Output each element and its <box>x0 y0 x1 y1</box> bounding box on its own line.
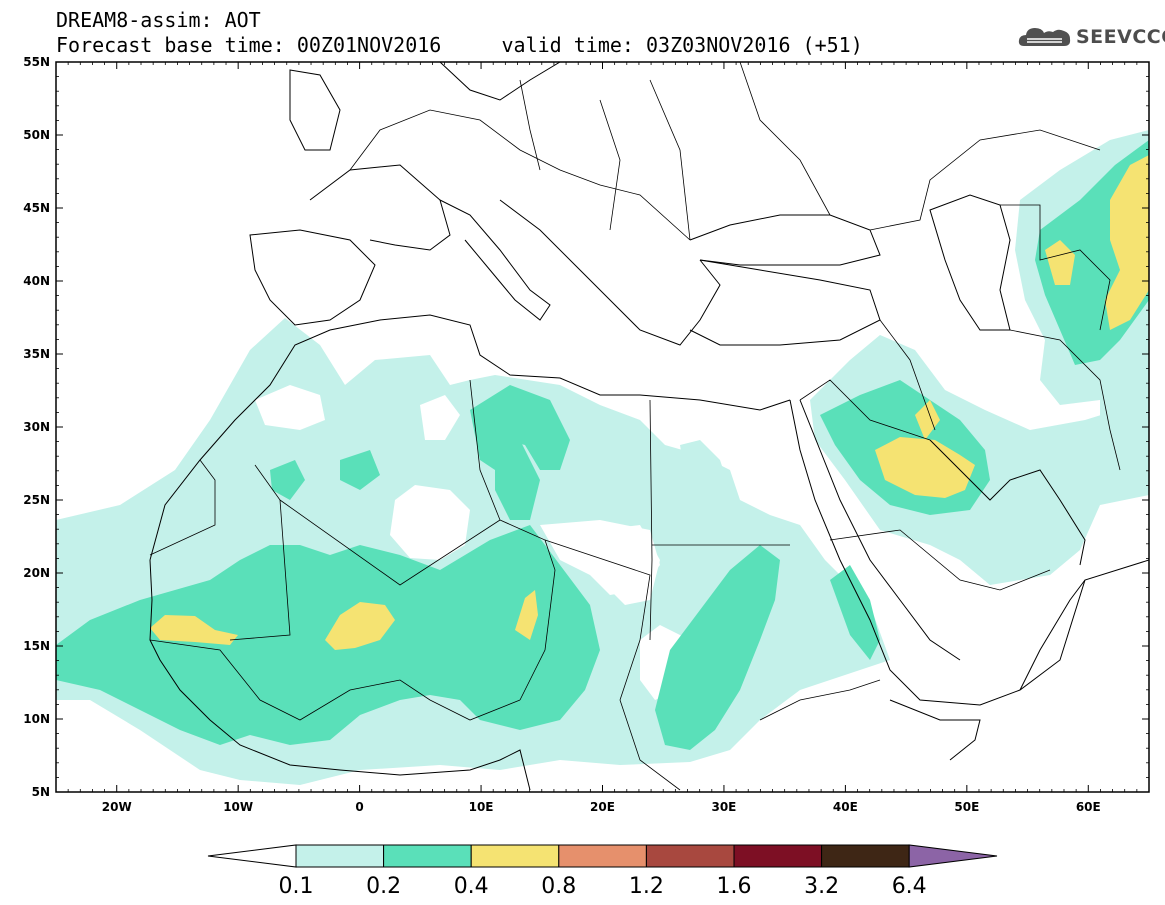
lat-label: 15N <box>23 639 50 653</box>
border-europe-2 <box>520 80 690 240</box>
lat-label: 50N <box>23 128 50 142</box>
lat-label: 45N <box>23 201 50 215</box>
colorbar-swatch <box>559 845 647 867</box>
colorbar-arrow-high <box>909 845 997 867</box>
colorbar-label: 0.1 <box>279 874 314 899</box>
lat-label: 30N <box>23 420 50 434</box>
lat-label: 25N <box>23 493 50 507</box>
lat-label: 10N <box>23 712 50 726</box>
colorbar-label: 1.6 <box>717 874 752 899</box>
colorbar-label: 0.2 <box>366 874 401 899</box>
lat-label: 40N <box>23 274 50 288</box>
colorbar-arrow-low <box>208 845 296 867</box>
coastline-caspian <box>930 195 1010 330</box>
coastline-turkey <box>690 260 880 345</box>
colorbar-swatch <box>471 845 559 867</box>
lon-label: 30E <box>711 800 736 814</box>
colorbar-swatch <box>646 845 734 867</box>
coastline-blacksea <box>690 215 880 265</box>
coastline-horn <box>890 700 980 760</box>
lat-label: 35N <box>23 347 50 361</box>
coastline-iberia <box>250 230 375 325</box>
lon-label: 20W <box>102 800 132 814</box>
lon-label: 10E <box>469 800 494 814</box>
coastline-britain <box>290 70 340 150</box>
coastline-balkans <box>500 200 720 345</box>
lon-label: 50E <box>954 800 979 814</box>
coastline-italy <box>440 200 550 320</box>
coastline-arab-sea <box>1020 560 1149 690</box>
colorbar-swatch <box>296 845 384 867</box>
colorbar-label: 0.8 <box>541 874 576 899</box>
lon-label: 40E <box>833 800 858 814</box>
coastline-scandinavia <box>440 62 560 100</box>
colorbar-swatch <box>822 845 910 867</box>
colorbar-swatch <box>384 845 472 867</box>
lat-label: 20N <box>23 566 50 580</box>
colorbar: 0.1 0.2 0.4 0.8 1.2 1.6 3.2 6.4 <box>208 845 997 899</box>
lon-label: 20E <box>590 800 615 814</box>
lat-label: 55N <box>23 55 50 69</box>
lon-label: 60E <box>1076 800 1101 814</box>
colorbar-swatch <box>734 845 822 867</box>
aot-field <box>56 130 1149 785</box>
lon-label: 10W <box>223 800 253 814</box>
colorbar-label: 0.4 <box>454 874 489 899</box>
border-europe-1 <box>350 110 690 240</box>
colorbar-label: 3.2 <box>804 874 839 899</box>
coastline-france <box>310 165 450 250</box>
lat-label: 5N <box>32 785 50 799</box>
colorbar-label: 1.2 <box>629 874 664 899</box>
lon-label: 0 <box>355 800 363 814</box>
colorbar-label: 6.4 <box>892 874 927 899</box>
